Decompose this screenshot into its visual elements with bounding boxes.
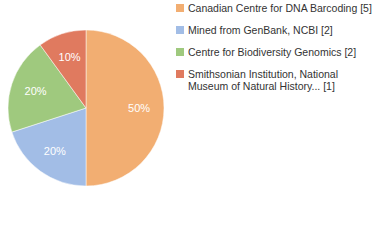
- legend-label: Centre for Biodiversity Genomics [2]: [188, 46, 356, 58]
- legend-item: Canadian Centre for DNA Barcoding [5]: [176, 2, 372, 14]
- legend-swatch: [176, 70, 184, 78]
- pie-slice: [40, 30, 86, 108]
- data-label: 20%: [25, 85, 47, 97]
- legend-swatch: [176, 26, 184, 34]
- data-label: 50%: [128, 102, 150, 114]
- legend-label: Mined from GenBank, NCBI [2]: [188, 24, 333, 36]
- legend-item: Mined from GenBank, NCBI [2]: [176, 24, 333, 36]
- legend-label-line: Museum of Natural History... [1]: [188, 80, 335, 92]
- legend-item: Smithsonian Institution, NationalMuseum …: [176, 68, 338, 92]
- pie: [8, 30, 164, 186]
- legend-item: Centre for Biodiversity Genomics [2]: [176, 46, 356, 58]
- pie-slice: [86, 30, 164, 186]
- legend-label-line: Canadian Centre for DNA Barcoding [5]: [188, 2, 372, 14]
- legend: Canadian Centre for DNA Barcoding [5] Min…: [176, 2, 372, 92]
- legend-label-line: Smithsonian Institution, National: [188, 68, 338, 80]
- legend-swatch: [176, 48, 184, 56]
- legend-label-line: Mined from GenBank, NCBI [2]: [188, 24, 333, 36]
- legend-swatch: [176, 4, 184, 12]
- legend-label: Canadian Centre for DNA Barcoding [5]: [188, 2, 372, 14]
- legend-label: Smithsonian Institution, NationalMuseum …: [188, 68, 338, 92]
- chart: 50% 20% 20% 10% Canadian Centre for DNA Barc…: [0, 0, 380, 240]
- legend-label-line: Centre for Biodiversity Genomics [2]: [188, 46, 356, 58]
- data-label: 20%: [44, 145, 66, 157]
- data-labels: 50% 20% 20% 10%: [25, 51, 151, 156]
- data-label: 10%: [59, 51, 81, 63]
